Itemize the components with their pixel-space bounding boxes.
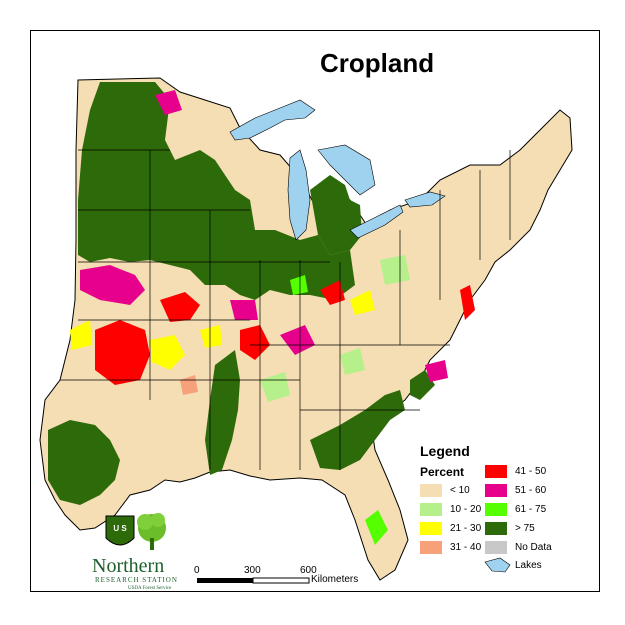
logo-line2: RESEARCH STATION [95,576,178,584]
lake-michigan [287,149,311,241]
zone-51-60-d [425,360,448,382]
logo-line1: Northern [92,555,165,577]
legend-swatch [485,541,507,554]
legend-swatch [485,465,507,478]
legend-swatch [485,484,507,497]
legend-item: 10 - 20 [420,503,481,516]
zone-over-75-southwest [48,420,120,505]
legend-lakes: Lakes [515,560,542,571]
legend-item: 31 - 40 [420,541,481,554]
lake-huron [317,144,376,196]
legend-swatch [420,484,442,497]
zone-51-60-b [230,300,258,320]
legend-item: 61 - 75 [485,503,546,516]
legend-item: > 75 [485,522,535,535]
zone-over-75-delta [205,350,240,475]
zone-21-30-d [350,290,375,315]
legend-swatch [485,503,507,516]
zone-10-20-c [340,348,365,375]
logo-line3: USDA Forest Service [128,586,172,591]
zone-51-60-a [80,265,145,305]
legend-label: < 10 [450,485,470,496]
legend-label: 61 - 75 [515,504,547,515]
zone-41-50-kentucky [240,325,270,360]
zone-over-75-michigan [310,175,362,255]
scale-tick-300: 300 [244,565,261,576]
legend-swatch [420,541,442,554]
zone-61-75-a [365,510,388,545]
zone-51-60-c [280,325,315,355]
zone-41-50-plains [160,292,200,322]
legend-label: 51 - 60 [515,485,547,496]
legend-item: 41 - 50 [485,465,546,478]
legend-swatch [420,522,442,535]
legend-item: < 10 [420,484,470,497]
legend-item: No Data [485,541,552,554]
zone-over-75-north [78,82,355,300]
zone-41-50-ohio [320,280,345,305]
forest-service-shield-icon: U S [105,515,135,546]
shield-text: U S [113,524,127,533]
legend-label: 41 - 50 [515,466,547,477]
scale-bar [197,577,310,584]
legend-swatch [420,503,442,516]
scale-tick-600: 600 [300,565,317,576]
legend-title: Legend [420,443,470,459]
legend-lakes-label: Lakes [515,560,542,571]
legend-label: No Data [515,542,552,553]
zone-61-75-b [290,275,308,295]
zone-51-60-e [155,90,182,115]
legend-item: 51 - 60 [485,484,546,497]
scale-unit: Kilometers [311,574,359,585]
lakes-legend-icon [484,557,511,573]
zone-21-30-b [70,320,92,350]
lake-superior [229,99,316,141]
zone-41-50-kansas [95,320,150,385]
legend-subtitle: Percent [420,465,465,479]
legend-label: > 75 [515,523,535,534]
lake-erie [349,204,404,239]
zone-10-20-b [380,255,410,285]
legend-label: 21 - 30 [450,523,482,534]
lake-ontario [404,191,446,208]
tree-icon [137,513,166,550]
scale-tick-0: 0 [194,565,200,576]
legend-label: 10 - 20 [450,504,482,515]
legend-swatch [485,522,507,535]
zone-21-30-a [150,335,185,370]
map-title: Cropland [320,48,435,78]
zone-21-30-c [200,325,222,348]
zone-10-20-a [260,372,290,402]
zone-41-50-east [460,285,475,320]
state-boundaries [60,149,511,470]
legend-item: 21 - 30 [420,522,481,535]
legend-label: 31 - 40 [450,542,482,553]
